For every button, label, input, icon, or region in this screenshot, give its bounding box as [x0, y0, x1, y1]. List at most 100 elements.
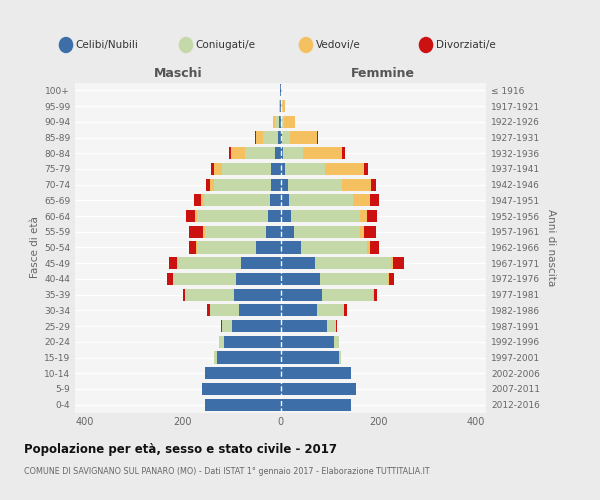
Bar	[317, 304, 344, 316]
Bar	[370, 194, 379, 206]
Bar	[344, 304, 347, 316]
Bar	[320, 273, 388, 285]
Bar	[229, 147, 230, 160]
Bar	[201, 194, 203, 206]
Bar	[241, 257, 281, 270]
Bar	[186, 210, 195, 222]
Bar	[341, 178, 371, 191]
Bar	[239, 304, 281, 316]
Bar	[283, 132, 290, 143]
Bar	[202, 383, 281, 395]
Bar	[281, 383, 356, 395]
Bar	[279, 100, 280, 112]
Text: Celibi/Nubili: Celibi/Nubili	[76, 40, 139, 50]
Bar	[364, 163, 368, 175]
Bar	[303, 147, 342, 160]
Bar	[360, 210, 367, 222]
Bar	[194, 194, 201, 206]
Bar	[393, 257, 404, 270]
Bar	[256, 242, 281, 254]
Bar	[178, 257, 241, 270]
Bar	[222, 320, 232, 332]
Bar	[273, 116, 275, 128]
Bar	[281, 116, 284, 128]
Bar	[281, 398, 352, 411]
Bar	[353, 194, 370, 206]
Bar	[289, 194, 353, 206]
Bar	[256, 132, 263, 143]
Y-axis label: Anni di nascita: Anni di nascita	[545, 209, 556, 286]
Bar	[197, 242, 256, 254]
Bar	[263, 132, 278, 143]
Bar	[214, 163, 222, 175]
Bar	[173, 273, 236, 285]
Bar	[315, 257, 391, 270]
Bar	[370, 242, 379, 254]
Bar	[360, 226, 364, 238]
Text: Maschi: Maschi	[154, 67, 202, 80]
Bar	[281, 320, 327, 332]
Bar	[281, 257, 315, 270]
Bar	[278, 132, 281, 143]
Bar	[185, 288, 234, 301]
Bar	[205, 398, 281, 411]
Bar	[254, 132, 256, 143]
Bar	[182, 288, 185, 301]
Bar	[275, 147, 281, 160]
Bar	[222, 163, 271, 175]
Bar	[275, 116, 279, 128]
Bar	[214, 178, 271, 191]
Bar	[230, 147, 245, 160]
Bar	[284, 116, 295, 128]
Bar	[189, 242, 196, 254]
Bar	[325, 163, 364, 175]
Bar	[271, 163, 281, 175]
Bar	[373, 288, 374, 301]
Bar	[374, 288, 377, 301]
Bar	[196, 242, 197, 254]
Bar	[167, 273, 173, 285]
Bar	[209, 304, 239, 316]
Bar	[279, 116, 281, 128]
Bar	[268, 210, 281, 222]
Bar	[271, 178, 281, 191]
Bar	[211, 163, 214, 175]
Bar	[367, 210, 377, 222]
Bar	[281, 163, 286, 175]
Bar	[301, 242, 367, 254]
Text: Popolazione per età, sesso e stato civile - 2017: Popolazione per età, sesso e stato civil…	[24, 442, 337, 456]
Bar	[291, 210, 360, 222]
Bar	[281, 226, 294, 238]
Bar	[327, 320, 336, 332]
Bar	[205, 367, 281, 380]
Bar	[209, 178, 214, 191]
Bar	[281, 352, 339, 364]
Bar	[177, 257, 178, 270]
Bar	[281, 367, 352, 380]
Bar	[195, 210, 197, 222]
Bar	[281, 100, 282, 112]
Bar	[339, 352, 341, 364]
Bar	[217, 352, 281, 364]
Bar	[203, 226, 205, 238]
Y-axis label: Fasce di età: Fasce di età	[30, 216, 40, 278]
Bar	[281, 288, 322, 301]
Bar	[286, 163, 325, 175]
Bar	[281, 210, 291, 222]
Bar	[334, 336, 339, 348]
Bar	[224, 336, 281, 348]
Bar	[283, 147, 303, 160]
Bar	[389, 273, 394, 285]
Bar	[281, 194, 289, 206]
Bar	[205, 226, 266, 238]
Bar	[367, 242, 370, 254]
Bar	[206, 178, 209, 191]
Text: COMUNE DI SAVIGNANO SUL PANARO (MO) - Dati ISTAT 1° gennaio 2017 - Elaborazione : COMUNE DI SAVIGNANO SUL PANARO (MO) - Da…	[24, 468, 430, 476]
Bar	[290, 132, 317, 143]
Bar	[388, 273, 389, 285]
Bar	[391, 257, 393, 270]
Bar	[214, 352, 217, 364]
Bar	[281, 273, 320, 285]
Bar	[281, 336, 334, 348]
Text: Coniugati/e: Coniugati/e	[196, 40, 256, 50]
